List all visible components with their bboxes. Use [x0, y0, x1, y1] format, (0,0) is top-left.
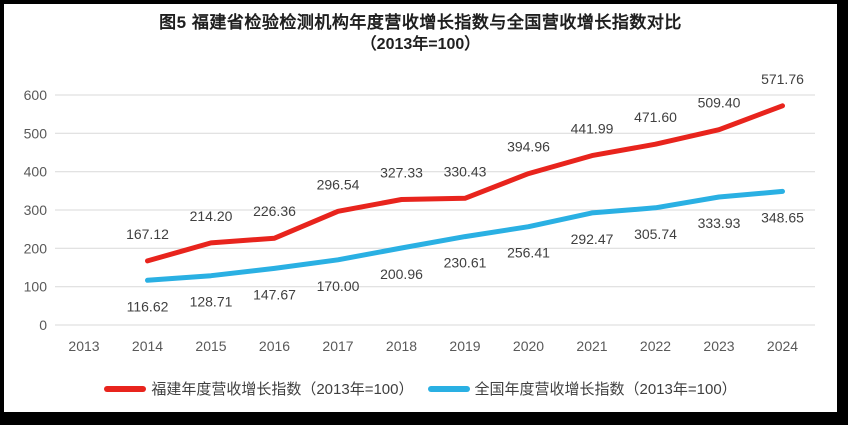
legend-label-fujian: 福建年度营收增长指数（2013年=100）	[151, 381, 414, 398]
data-label-fujian: 330.43	[444, 163, 487, 179]
y-tick-label: 200	[24, 240, 48, 256]
y-tick-label: 300	[24, 202, 48, 218]
data-label-national: 128.71	[190, 294, 233, 310]
data-label-fujian: 167.12	[126, 226, 169, 242]
legend-item-fujian: 福建年度营收增长指数（2013年=100）	[104, 378, 414, 399]
legend-swatch-national-icon	[427, 385, 470, 392]
y-tick-label: 0	[39, 317, 47, 333]
x-tick-label: 2016	[259, 338, 290, 354]
y-tick-label: 500	[24, 125, 48, 141]
data-label-fujian: 441.99	[571, 121, 614, 137]
x-tick-label: 2023	[703, 338, 734, 354]
data-label-fujian: 509.40	[698, 95, 741, 111]
x-tick-label: 2021	[576, 338, 607, 354]
series-line-fujian	[145, 103, 785, 264]
x-tick-label: 2017	[322, 338, 353, 354]
x-tick-label: 2020	[513, 338, 544, 354]
chart-legend: 福建年度营收增长指数（2013年=100） 全国年度营收增长指数（2013年=1…	[4, 378, 837, 399]
chart-title: 图5 福建省检验检测机构年度营收增长指数与全国营收增长指数对比 （2013年=1…	[4, 11, 837, 55]
data-label-fujian: 571.76	[761, 71, 804, 87]
chart-canvas: 图5 福建省检验检测机构年度营收增长指数与全国营收增长指数对比 （2013年=1…	[4, 4, 837, 412]
x-tick-label: 2015	[195, 338, 226, 354]
data-label-fujian: 214.20	[190, 208, 233, 224]
x-tick-label: 2018	[386, 338, 417, 354]
data-label-national: 147.67	[253, 286, 296, 302]
legend-item-national: 全国年度营收增长指数（2013年=100）	[427, 378, 737, 399]
legend-label-national: 全国年度营收增长指数（2013年=100）	[474, 381, 737, 398]
data-label-national: 116.62	[127, 298, 169, 314]
data-label-national: 292.47	[571, 231, 614, 247]
data-label-national: 256.41	[507, 245, 550, 261]
data-label-fujian: 394.96	[507, 139, 550, 155]
legend-swatch-fujian-icon	[104, 385, 147, 392]
data-label-fujian: 296.54	[317, 176, 360, 192]
chart-title-line1: 图5 福建省检验检测机构年度营收增长指数与全国营收增长指数对比	[159, 13, 682, 32]
y-tick-label: 100	[24, 279, 48, 295]
x-tick-label: 2022	[640, 338, 671, 354]
data-label-fujian: 471.60	[634, 109, 677, 125]
data-label-national: 333.93	[698, 215, 741, 231]
data-label-national: 305.74	[634, 226, 677, 242]
data-label-fujian: 327.33	[380, 165, 423, 181]
y-tick-label: 400	[24, 164, 48, 180]
x-tick-label: 2024	[767, 338, 798, 354]
data-label-national: 230.61	[444, 255, 487, 271]
x-tick-label: 2014	[132, 338, 163, 354]
data-label-fujian: 226.36	[253, 203, 296, 219]
chart-title-line2: （2013年=100）	[360, 36, 481, 53]
data-label-national: 200.96	[380, 266, 423, 282]
series-line-national	[145, 188, 785, 283]
data-label-national: 170.00	[317, 278, 360, 294]
data-label-national: 348.65	[761, 209, 804, 225]
y-tick-label: 600	[24, 87, 48, 103]
chart-svg: 0 100 200 300 400 500 600 2013 2014 2015 2016 2017 2…	[24, 71, 815, 354]
x-tick-label: 2013	[68, 338, 99, 354]
x-tick-label: 2019	[449, 338, 480, 354]
